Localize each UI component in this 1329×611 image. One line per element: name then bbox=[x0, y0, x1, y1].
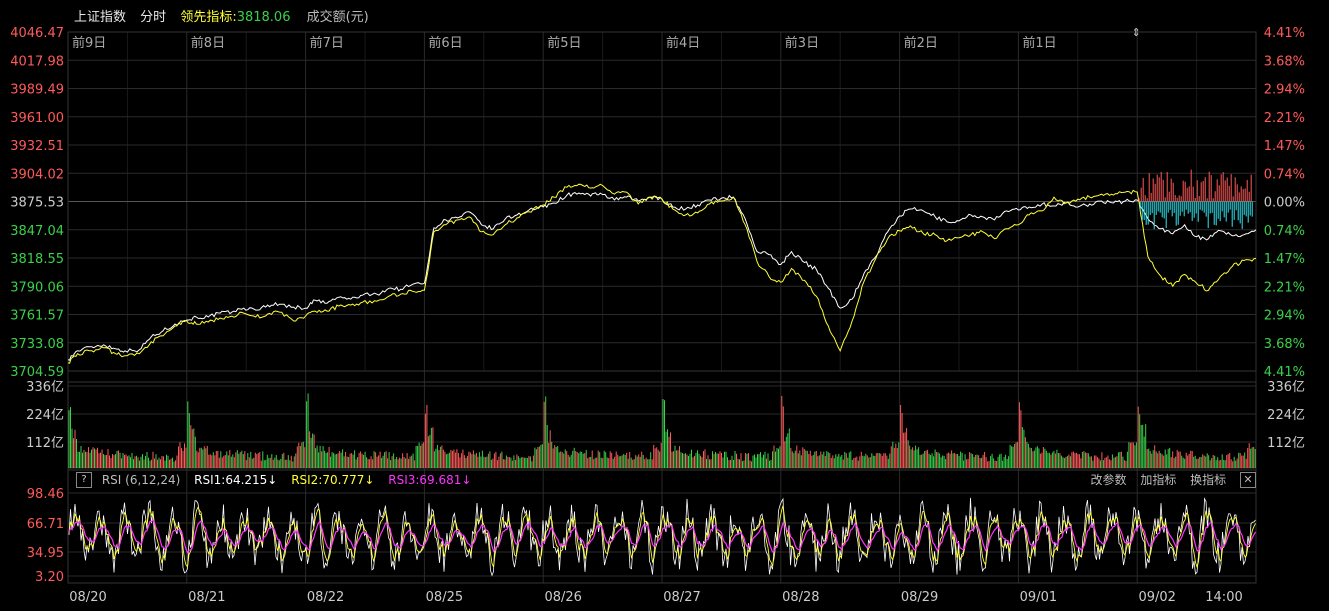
date-tick-label: 08/25 bbox=[426, 590, 463, 605]
day-label-top: 前8日 bbox=[191, 35, 225, 51]
rsi3-line bbox=[68, 518, 1257, 554]
switch-indicator-button[interactable]: 换指标 bbox=[1190, 473, 1227, 487]
date-tick-label: 08/26 bbox=[544, 590, 581, 605]
date-tick-label: 08/22 bbox=[307, 590, 344, 605]
chart-header: 上证指数 分时 领先指标:3818.06 成交额(元) bbox=[74, 6, 379, 25]
day-label-top: 前7日 bbox=[310, 35, 344, 51]
pct-tick-label: 4.41% bbox=[1264, 26, 1305, 41]
leading-label: 领先指标: bbox=[180, 10, 237, 25]
date-tick-label: 09/01 bbox=[1020, 590, 1057, 605]
price-tick-label: 3790.06 bbox=[10, 280, 64, 295]
date-tick-label: 08/21 bbox=[188, 590, 225, 605]
index-name[interactable]: 上证指数 bbox=[74, 10, 127, 25]
price-tick-label: 3847.04 bbox=[10, 224, 64, 239]
pct-tick-label: 3.68% bbox=[1264, 54, 1305, 69]
rsi-panel-frame bbox=[67, 469, 1257, 584]
pct-tick-label: 1.47% bbox=[1264, 252, 1305, 267]
pct-tick-label: 3.68% bbox=[1264, 337, 1305, 352]
leading-value: 3818.06 bbox=[236, 10, 291, 25]
price-tick-label: 3989.49 bbox=[10, 83, 64, 98]
price-tick-label: 3733.08 bbox=[10, 337, 64, 352]
pct-tick-label: 4.41% bbox=[1264, 365, 1305, 380]
close-icon[interactable]: ✕ bbox=[1240, 472, 1256, 488]
pct-tick-label: 2.94% bbox=[1264, 309, 1305, 324]
day-label-top: 前5日 bbox=[547, 35, 581, 51]
price-tick-label: 4017.98 bbox=[10, 54, 64, 69]
day-label-top: 前9日 bbox=[72, 35, 106, 51]
price-series-line-1 bbox=[67, 183, 1257, 364]
pct-tick-label: 1.47% bbox=[1264, 139, 1305, 154]
breadth-histogram bbox=[1138, 169, 1253, 230]
volume-panel-frame bbox=[67, 381, 1257, 469]
price-tick-label: 3904.02 bbox=[10, 167, 64, 182]
rsi3-value: RSI3:69.681↓ bbox=[388, 473, 472, 487]
date-tick-label: 08/29 bbox=[901, 590, 938, 605]
volume-tick-label: 224亿 bbox=[26, 408, 64, 423]
rsi-tick-label: 34.95 bbox=[27, 546, 64, 561]
add-indicator-button[interactable]: 加指标 bbox=[1140, 473, 1177, 487]
rsi2-line bbox=[68, 505, 1256, 569]
price-tick-label: 3761.57 bbox=[10, 309, 64, 324]
rsi-params: RSI (6,12,24) bbox=[101, 473, 181, 487]
price-tick-label: 4046.47 bbox=[10, 26, 64, 41]
rsi-tick-label: 98.46 bbox=[27, 487, 64, 502]
date-tick-label: 08/27 bbox=[663, 590, 700, 605]
price-tick-label: 3818.55 bbox=[10, 252, 64, 267]
price-tick-label: 3875.53 bbox=[10, 196, 64, 211]
pct-tick-label: 0.74% bbox=[1264, 167, 1305, 182]
pct-tick-label: 2.21% bbox=[1264, 280, 1305, 295]
volume-tick-label-right: 224亿 bbox=[1267, 408, 1305, 423]
price-tick-label: 3932.51 bbox=[10, 139, 64, 154]
pct-tick-label: 2.21% bbox=[1264, 111, 1305, 126]
rsi-tools: 改参数 加指标 换指标 ✕ bbox=[1080, 471, 1256, 489]
volume-tick-label-right: 336亿 bbox=[1267, 380, 1305, 395]
day-label-top: 前1日 bbox=[1022, 35, 1056, 51]
volume-tick-label-right: 112亿 bbox=[1267, 436, 1305, 451]
price-tick-label: 3961.00 bbox=[10, 111, 64, 126]
crosshair-marker-icon: ⇕ bbox=[1132, 26, 1141, 39]
day-label-top: 前6日 bbox=[428, 35, 462, 51]
rsi2-value: RSI2:70.777↓ bbox=[291, 473, 375, 487]
date-tick-label: 08/20 bbox=[69, 590, 106, 605]
rsi-tick-label: 3.20 bbox=[35, 570, 64, 585]
rsi-tick-label: 66.71 bbox=[27, 517, 64, 532]
pct-tick-label: 0.00% bbox=[1264, 196, 1305, 211]
time-tick-label: 14:00 bbox=[1205, 590, 1242, 605]
pct-tick-label: 2.94% bbox=[1264, 83, 1305, 98]
pct-tick-label: 0.74% bbox=[1264, 224, 1305, 239]
rsi-toolbar: ? RSI (6,12,24) RSI1:64.215↓ RSI2:70.777… bbox=[72, 471, 1256, 489]
date-tick-label: 08/28 bbox=[782, 590, 819, 605]
volume-label: 成交额(元) bbox=[306, 10, 369, 25]
date-tick-label: 09/02 bbox=[1138, 590, 1175, 605]
edit-params-button[interactable]: 改参数 bbox=[1090, 473, 1127, 487]
help-icon[interactable]: ? bbox=[76, 472, 92, 488]
price-panel-frame bbox=[67, 31, 1257, 372]
volume-tick-label: 336亿 bbox=[26, 380, 64, 395]
leading-indicator: 领先指标:3818.06 bbox=[180, 10, 290, 25]
volume-tick-label: 112亿 bbox=[26, 436, 64, 451]
grid-lines bbox=[67, 31, 1257, 583]
day-label-top: 前3日 bbox=[785, 35, 819, 51]
price-tick-label: 3704.59 bbox=[10, 365, 64, 380]
mode-label[interactable]: 分时 bbox=[140, 10, 167, 25]
day-label-top: 前4日 bbox=[666, 35, 700, 51]
day-label-top: 前2日 bbox=[904, 35, 938, 51]
rsi1-value: RSI1:64.215↓ bbox=[194, 473, 278, 487]
volume-bars bbox=[68, 393, 1256, 468]
